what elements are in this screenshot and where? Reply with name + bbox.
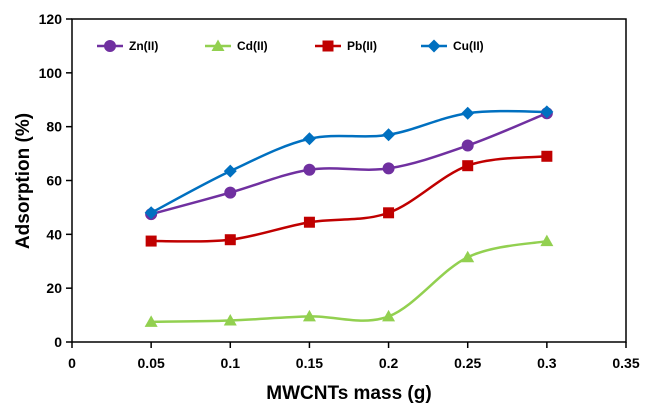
legend-swatch-marker xyxy=(104,40,116,52)
data-point xyxy=(302,309,316,322)
legend-item: Cd(II) xyxy=(205,39,268,53)
data-point xyxy=(382,309,396,322)
data-point xyxy=(383,207,395,219)
legend-label: Zn(II) xyxy=(129,39,158,53)
data-point xyxy=(223,313,237,326)
data-point xyxy=(461,106,475,120)
x-tick-label: 0.15 xyxy=(296,355,323,371)
legend-swatch-marker xyxy=(322,40,334,52)
data-point xyxy=(145,235,157,247)
data-point xyxy=(224,186,237,199)
x-tick-label: 0.25 xyxy=(454,355,481,371)
data-point xyxy=(541,150,553,162)
data-point xyxy=(144,206,158,220)
x-tick-label: 0.35 xyxy=(612,355,639,371)
data-point xyxy=(540,234,554,247)
data-point xyxy=(303,216,315,228)
x-axis-ticks: 0 0.05 0.1 0.15 0.2 0.25 0.3 0.35 xyxy=(68,342,640,371)
y-tick-label: 20 xyxy=(46,280,62,296)
plot-frame xyxy=(71,18,627,343)
data-point xyxy=(462,160,474,172)
data-point xyxy=(540,105,554,119)
data-point xyxy=(223,164,237,178)
legend: Zn(II) Cd(II) Pb(II) Cu(II) xyxy=(97,39,484,53)
x-tick-label: 0.3 xyxy=(537,355,557,371)
series-cu-ii xyxy=(144,105,554,220)
data-point xyxy=(144,315,158,327)
y-tick-label: 40 xyxy=(46,226,62,242)
series-pb-ii xyxy=(145,150,553,247)
data-point xyxy=(224,234,236,246)
legend-label: Cu(II) xyxy=(453,39,484,53)
y-tick-label: 0 xyxy=(54,334,62,350)
legend-item: Zn(II) xyxy=(97,39,158,53)
series-zn-ii xyxy=(145,107,553,221)
x-tick-label: 0.2 xyxy=(379,355,399,371)
y-axis-ticks: 0 20 40 60 80 100 120 xyxy=(39,11,72,350)
series-line xyxy=(150,112,548,216)
legend-swatch-marker xyxy=(427,39,441,53)
x-tick-label: 0.05 xyxy=(138,355,165,371)
data-point xyxy=(303,163,316,176)
series-layer xyxy=(144,105,554,327)
x-tick-label: 0.1 xyxy=(221,355,241,371)
x-tick-label: 0 xyxy=(68,355,76,371)
y-tick-label: 120 xyxy=(39,11,63,27)
y-tick-label: 80 xyxy=(46,119,62,135)
legend-label: Cd(II) xyxy=(237,39,268,53)
x-axis-title: MWCNTs mass (g) xyxy=(266,383,431,404)
data-point xyxy=(461,250,475,263)
y-tick-label: 60 xyxy=(46,173,62,189)
series-line xyxy=(151,239,548,324)
legend-swatch-marker xyxy=(211,39,225,51)
legend-label: Pb(II) xyxy=(347,39,377,53)
series-cd-ii xyxy=(144,234,554,327)
data-point xyxy=(382,128,396,142)
data-point xyxy=(461,139,474,152)
data-point xyxy=(382,162,395,175)
legend-item: Pb(II) xyxy=(315,39,377,53)
y-tick-label: 100 xyxy=(39,65,63,81)
y-axis-title: Adsorption (%) xyxy=(13,113,34,249)
data-point xyxy=(302,132,316,146)
legend-item: Cu(II) xyxy=(421,39,484,53)
